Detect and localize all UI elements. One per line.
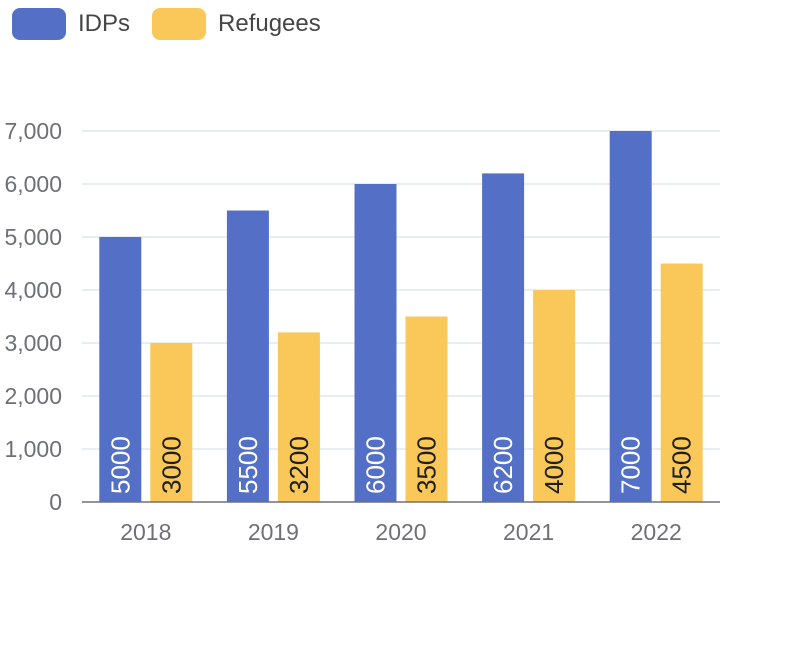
data-label: 4500 [667, 436, 697, 494]
bar-refugees-2020 [405, 316, 448, 502]
bar-idps-2022 [609, 131, 652, 502]
y-tick-label: 2,000 [4, 383, 62, 409]
data-label: 4000 [539, 436, 569, 494]
bar-idps-2021 [482, 173, 525, 502]
x-tick-label: 2020 [375, 519, 426, 545]
legend-label-idps: IDPs [78, 10, 131, 37]
bar-idps-2020 [354, 184, 397, 502]
y-tick-label: 4,000 [4, 277, 62, 303]
x-tick-label: 2019 [248, 519, 299, 545]
y-tick-label: 5,000 [4, 224, 62, 250]
data-label: 7000 [616, 436, 646, 494]
x-tick-label: 2018 [120, 519, 171, 545]
data-label: 5000 [105, 436, 135, 494]
data-label: 5500 [233, 436, 263, 494]
legend-swatch-refugees [152, 8, 207, 40]
bar-refugees-2019 [277, 332, 320, 502]
y-tick-label: 6,000 [4, 171, 62, 197]
x-tick-label: 2021 [503, 519, 554, 545]
data-label: 3000 [156, 436, 186, 494]
bar-refugees-2022 [660, 263, 703, 502]
legend: IDPs Refugees [12, 8, 343, 40]
legend-label-refugees: Refugees [218, 10, 321, 37]
y-tick-label: 3,000 [4, 330, 62, 356]
bar-refugees-2018 [150, 343, 193, 502]
data-label: 3500 [412, 436, 442, 494]
bar-idps-2018 [99, 237, 142, 502]
data-label: 6000 [361, 436, 391, 494]
data-label: 6200 [488, 436, 518, 494]
y-tick-label: 1,000 [4, 436, 62, 462]
legend-item-idps[interactable]: IDPs [12, 8, 130, 40]
legend-item-refugees[interactable]: Refugees [152, 8, 321, 40]
data-label: 3200 [284, 436, 314, 494]
bar-refugees-2021 [533, 290, 576, 502]
bar-idps-2019 [226, 210, 269, 502]
legend-swatch-idps [12, 8, 66, 40]
y-tick-label: 7,000 [4, 118, 62, 144]
y-tick-label: 0 [49, 489, 62, 515]
x-tick-label: 2022 [631, 519, 682, 545]
